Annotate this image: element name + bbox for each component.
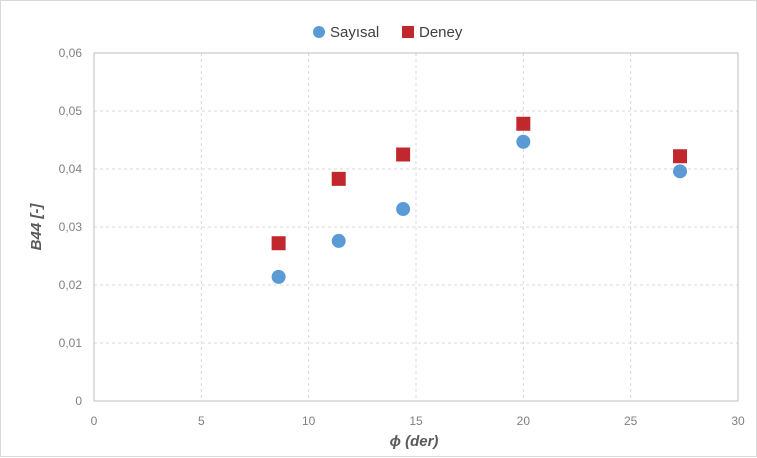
point-sayisal [673,164,688,179]
x-tick-label: 5 [198,414,205,428]
x-tick-label: 0 [91,414,98,428]
data-points [271,116,688,284]
y-tick-label: 0,01 [59,336,83,350]
x-tick-label: 30 [731,414,745,428]
grid [94,53,738,401]
y-axis-ticks: 0 0,01 0,02 0,03 0,04 0,05 0,06 [59,46,83,408]
point-deney [396,147,411,162]
point-sayisal [271,269,286,284]
x-tick-label: 25 [624,414,638,428]
y-axis-title: B44 [-] [28,203,45,251]
point-sayisal [516,134,531,149]
point-deney [331,171,346,186]
legend: Sayısal Deney [313,24,463,41]
legend-marker-sayisal [313,26,325,38]
y-tick-label: 0,02 [59,278,83,292]
plot-area [93,52,739,402]
legend-label-sayisal: Sayısal [330,24,379,41]
y-tick-label: 0 [75,394,82,408]
legend-marker-deney [402,26,414,38]
x-axis-title: ϕ (der) [390,433,439,450]
y-tick-label: 0,04 [59,162,83,176]
x-tick-label: 20 [517,414,531,428]
x-tick-label: 15 [409,414,423,428]
point-sayisal [396,202,411,217]
point-deney [673,149,688,164]
point-sayisal [331,233,346,248]
y-tick-label: 0,05 [59,104,83,118]
y-tick-label: 0,03 [59,220,83,234]
x-tick-label: 10 [302,414,316,428]
point-deney [271,236,286,251]
y-tick-label: 0,06 [59,46,83,60]
legend-label-deney: Deney [419,24,463,41]
point-deney [516,116,531,131]
x-axis-ticks: 0 5 10 15 20 25 30 [91,414,745,428]
